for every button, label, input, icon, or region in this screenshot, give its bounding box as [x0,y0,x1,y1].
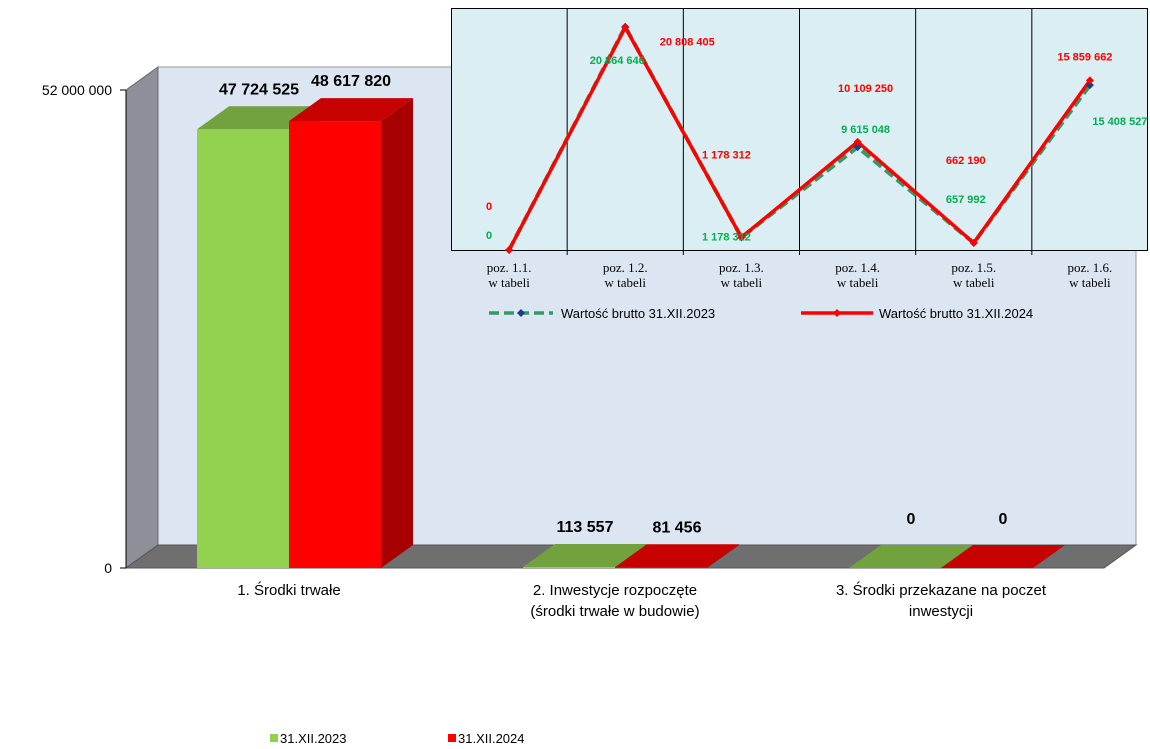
inset-category-label: poz. 1.4. [835,260,880,275]
legend-label-2023: Wartość brutto 31.XII.2023 [561,306,715,321]
inset-value-label: 15 859 662 [1057,51,1112,63]
category-label: inwestycji [909,603,973,620]
legend-label-2024: Wartość brutto 31.XII.2024 [879,306,1033,321]
inset-value-label: 0 [486,201,492,213]
bar-value-label: 48 617 820 [311,73,391,90]
inset-category-label: poz. 1.6. [1068,260,1113,275]
inset-value-label: 0 [486,230,492,242]
bar-value-label: 0 [999,511,1008,528]
bar-side [381,98,413,569]
bar-value-label: 0 [907,511,916,528]
bar-top [289,98,413,122]
inset-value-label: 1 178 312 [702,231,751,243]
inset-value-label: 9 615 048 [841,124,890,136]
bar-top [849,545,973,568]
series-marker [621,23,630,32]
inset-value-label: 1 178 312 [702,149,751,161]
series-marker [969,238,978,247]
inset-category-label: w tabeli [721,275,763,290]
inset-value-label: 15 408 527 [1092,116,1147,128]
category-label: (środki trwałe w budowie) [530,603,699,620]
category-label: 2. Inwestycje rozpoczęte [533,582,697,599]
bar-top [523,543,647,567]
inset-value-label: 657 992 [946,194,986,206]
inset-category-label: w tabeli [488,275,530,290]
inset-value-label: 20 864 646 [590,55,645,67]
bar-top [615,544,739,568]
category-label: 1. Środki trwałe [237,581,340,599]
bar-value-label: 47 724 525 [219,81,299,98]
inset-category-label: w tabeli [837,275,879,290]
bar-top [941,545,1065,568]
inset-category-label: poz. 1.5. [951,260,996,275]
series-marker [853,137,862,146]
series-line [507,25,1092,251]
legend-swatch [448,734,456,742]
inset-value-label: 662 190 [946,155,986,167]
bar-front [615,567,707,568]
side-wall [125,66,159,569]
legend-swatch [270,734,278,742]
inset-category-label: w tabeli [604,275,646,290]
bar-front [289,121,381,569]
legend-marker-2024 [833,309,841,317]
inset-category-label: w tabeli [1069,275,1111,290]
inset-category-label: poz. 1.3. [719,260,764,275]
bar-side [707,544,739,568]
series-marker [505,246,514,254]
y-tick-label: 0 [104,560,112,576]
series-marker [1085,81,1094,90]
bar-value-label: 113 557 [557,519,614,536]
bar-value-label: 81 456 [653,519,702,536]
series-marker [737,233,746,242]
inset-value-label: 20 808 405 [660,36,715,48]
bar-front [523,566,615,568]
inset-category-label: poz. 1.2. [603,260,648,275]
legend-label: 31.XII.2023 [280,731,347,746]
category-label: 3. Środki przekazane na poczet [836,581,1047,599]
y-tick-label: 52 000 000 [42,82,112,98]
series-marker [1085,76,1094,85]
bar-front [197,129,289,568]
legend-marker-2023 [517,309,525,317]
inset-value-label: 10 109 250 [838,83,893,95]
inset-category-label: w tabeli [953,275,995,290]
legend-label: 31.XII.2024 [458,731,525,746]
inset-category-label: poz. 1.1. [487,260,532,275]
series-marker [853,143,862,152]
